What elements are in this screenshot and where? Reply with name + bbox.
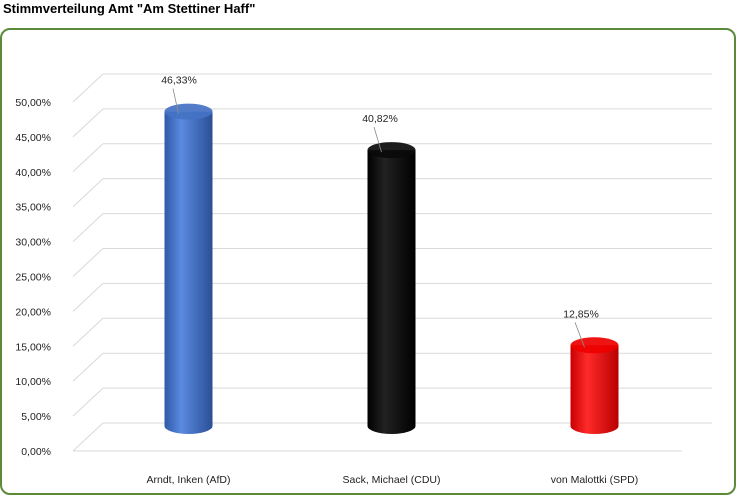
y-tick-label: 5,00% — [21, 411, 51, 423]
y-tick-label: 35,00% — [15, 202, 51, 214]
x-tick-label: Sack, Michael (CDU) — [342, 474, 440, 486]
gridline-diagonal — [72, 352, 104, 382]
y-tick-label: 30,00% — [15, 237, 51, 249]
gridline-diagonal — [72, 73, 104, 103]
gridline-diagonal — [72, 248, 104, 277]
data-label: 12,85% — [563, 308, 599, 320]
bar-top — [164, 103, 213, 120]
bar — [570, 345, 619, 434]
gridline-diagonal — [72, 143, 104, 173]
gridline-diagonal — [72, 317, 104, 347]
y-tick-label: 25,00% — [15, 272, 51, 284]
data-label-leader — [172, 88, 179, 114]
gridline-diagonal — [72, 422, 104, 452]
y-tick-label: 20,00% — [15, 306, 51, 318]
y-tick-label: 10,00% — [15, 376, 51, 388]
data-label-leader — [574, 322, 585, 348]
y-tick-label: 50,00% — [15, 97, 51, 109]
y-tick-label: 40,00% — [15, 167, 51, 179]
data-label-leader — [373, 126, 382, 153]
bar — [164, 111, 213, 434]
data-label: 40,82% — [362, 113, 398, 125]
x-tick-label: Arndt, Inken (AfD) — [146, 474, 230, 486]
bar-top — [367, 142, 416, 159]
y-tick-label: 0,00% — [21, 446, 51, 458]
gridline-diagonal — [72, 178, 104, 208]
x-tick-label: von Malottki (SPD) — [551, 474, 639, 486]
gridline-diagonal — [72, 387, 104, 417]
gridline-diagonal — [72, 283, 104, 312]
bar — [367, 150, 416, 434]
gridline-diagonal — [72, 108, 104, 138]
bar-top — [570, 337, 619, 354]
data-label: 46,33% — [161, 75, 197, 87]
y-tick-label: 45,00% — [15, 132, 51, 144]
y-tick-label: 15,00% — [15, 341, 51, 353]
gridline-diagonal — [72, 213, 104, 242]
chart-title: Stimmverteilung Amt "Am Stettiner Haff" — [3, 1, 256, 16]
